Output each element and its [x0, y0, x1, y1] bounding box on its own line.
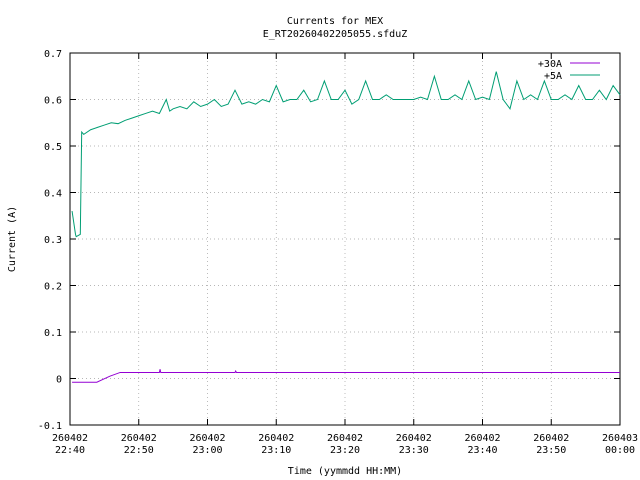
- x-tick-label: 260402 23:10: [258, 433, 294, 456]
- legend-label: +30A: [538, 59, 562, 70]
- y-tick-label: 0.6: [44, 96, 62, 107]
- x-tick-label: 260402 22:50: [121, 433, 157, 456]
- y-tick-label: -0.1: [38, 421, 62, 432]
- y-tick-label: 0.7: [44, 49, 62, 60]
- y-tick-label: 0.4: [44, 189, 62, 200]
- x-tick-label: 260402 23:40: [464, 433, 500, 456]
- x-tick-label: 260402 23:00: [189, 433, 225, 456]
- y-tick-label: 0.5: [44, 142, 62, 153]
- x-tick-label: 260402 23:50: [533, 433, 569, 456]
- legend-label: +5A: [544, 71, 562, 82]
- x-tick-label: 260403 00:00: [602, 433, 638, 456]
- x-tick-label: 260402 22:40: [52, 433, 88, 456]
- series-line: [71, 71, 621, 238]
- x-tick-label: 260402 23:30: [396, 433, 432, 456]
- plot-border: [69, 52, 621, 426]
- y-tick-label: 0.2: [44, 282, 62, 293]
- series-line: [72, 369, 620, 383]
- y-tick-label: 0: [56, 375, 62, 386]
- x-tick-label: 260402 23:20: [327, 433, 363, 456]
- y-axis-label: Current (A): [7, 206, 18, 272]
- y-tick-label: 0.3: [44, 235, 62, 246]
- y-tick-label: 0.1: [44, 328, 62, 339]
- chart-title: Currents for MEX: [287, 16, 383, 27]
- chart-subtitle: E_RT20260402205055.sfduZ: [263, 29, 408, 40]
- x-axis-label: Time (yymmdd HH:MM): [288, 466, 402, 477]
